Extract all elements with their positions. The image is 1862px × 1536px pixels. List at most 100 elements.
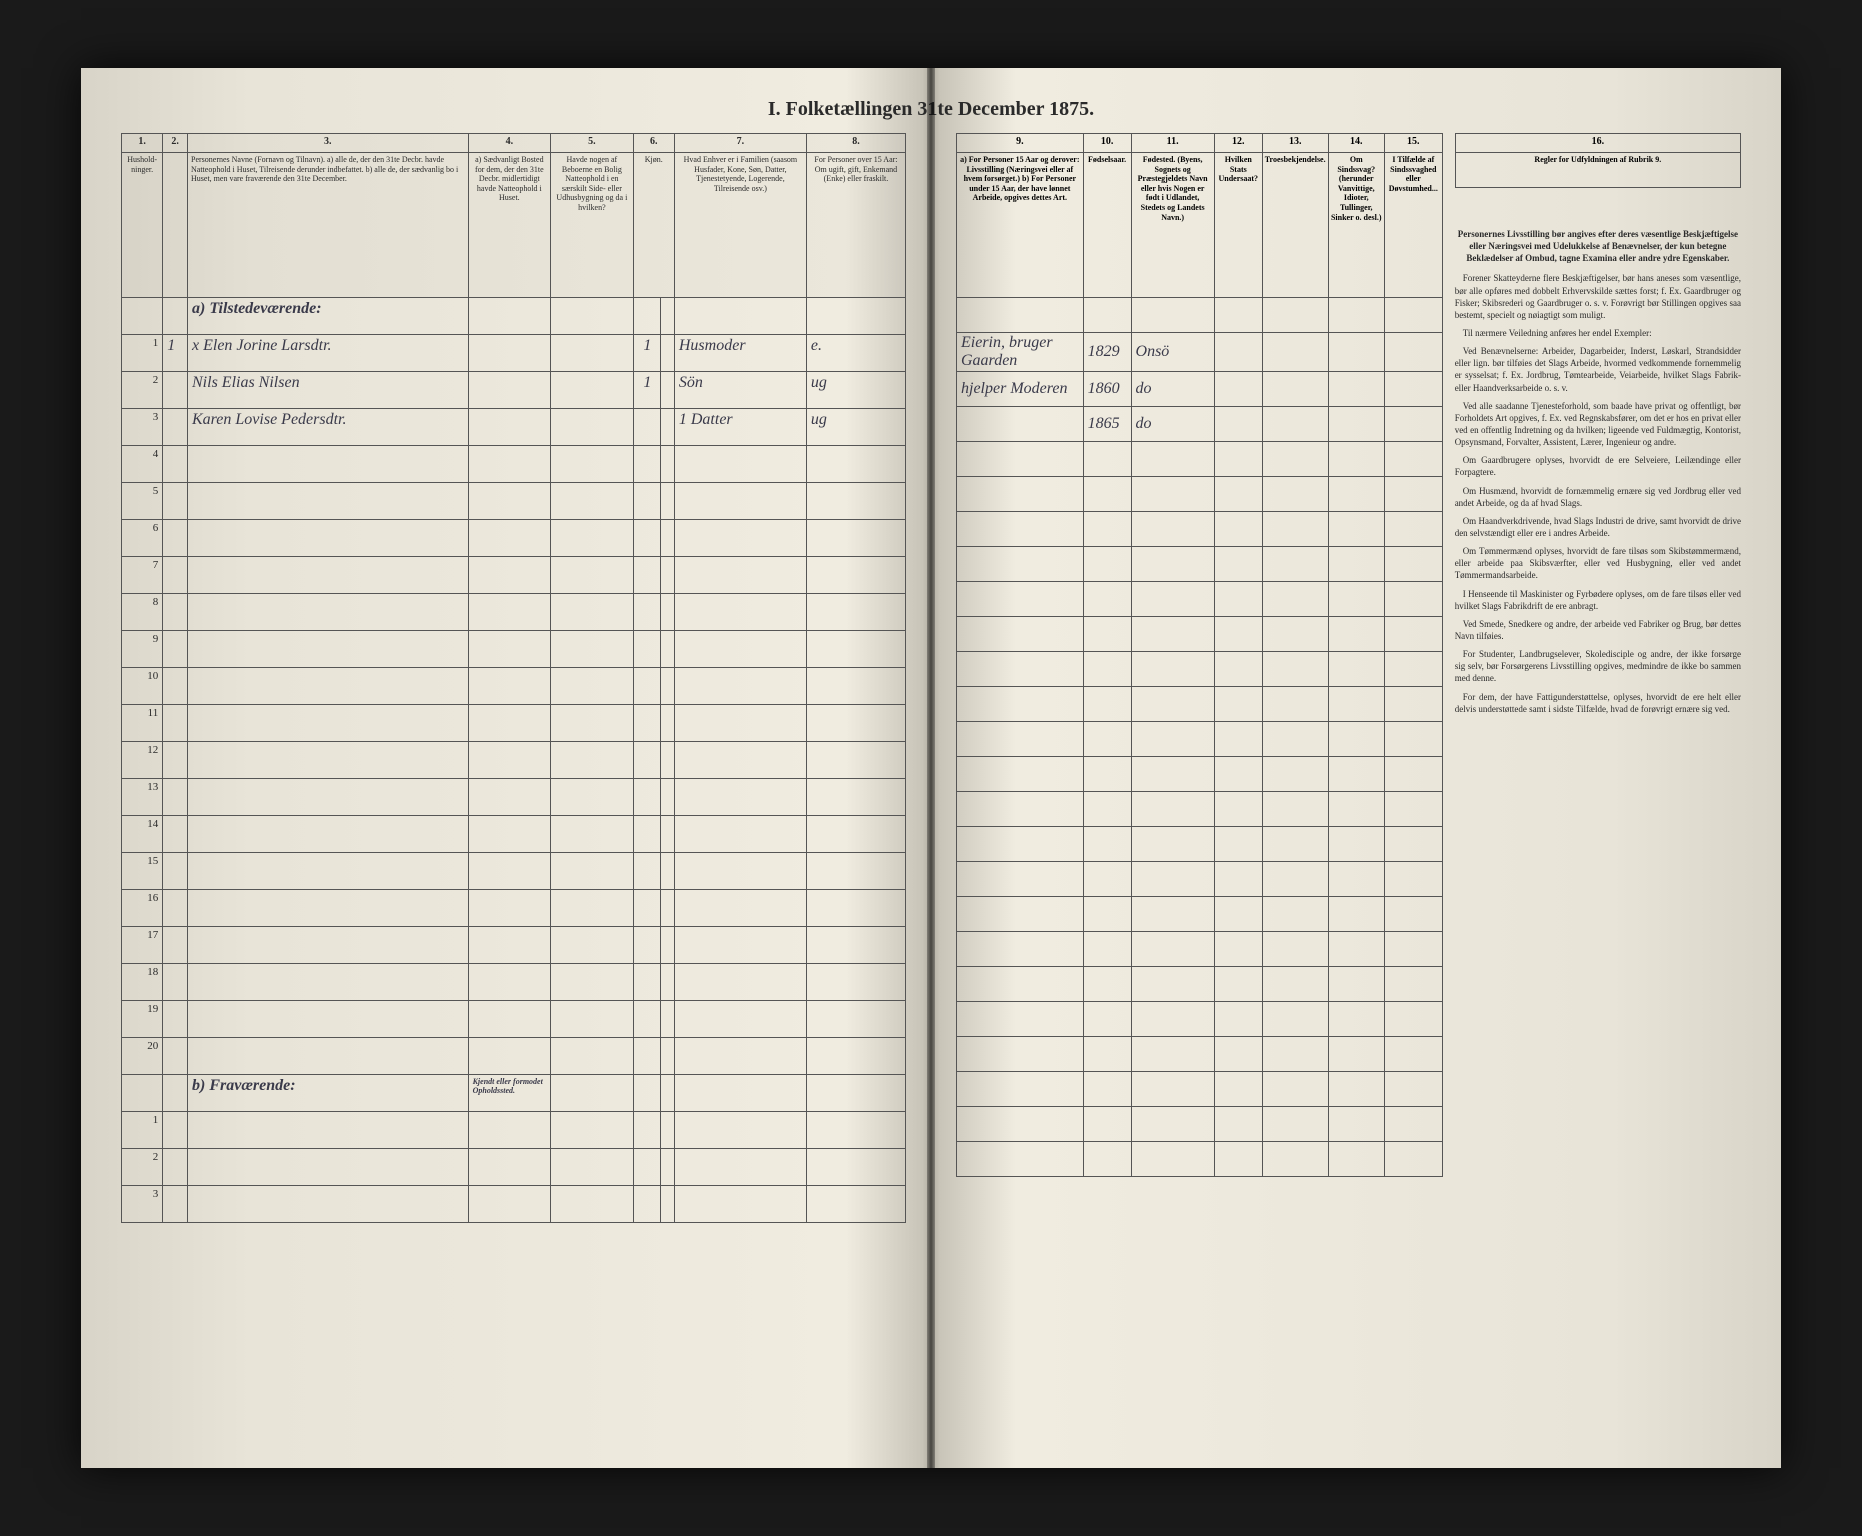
table-row	[957, 757, 1443, 792]
col-header: Fødested. (Byens, Sognets og Præstegjeld…	[1131, 153, 1214, 298]
col-header: Regler for Udfyldningen af Rubrik 9.	[1455, 153, 1740, 188]
table-row	[957, 582, 1443, 617]
header-row: Hushold-ninger. Personernes Navne (Forna…	[122, 153, 906, 298]
col-header	[163, 153, 188, 298]
table-row: 9	[122, 631, 906, 668]
instruction-paragraph: Om Tømmermænd oplyses, hvorvidt de fare …	[1455, 545, 1741, 581]
instruction-paragraph: Forener Skatteyderne flere Beskjæftigels…	[1455, 272, 1741, 321]
col-num: 5.	[551, 134, 634, 153]
col-header: Hvilken Stats Undersaat?	[1214, 153, 1262, 298]
table-row: 4	[122, 446, 906, 483]
col-header: Hushold-ninger.	[122, 153, 163, 298]
table-row	[957, 862, 1443, 897]
table-row	[957, 512, 1443, 547]
instructions-heading: Personernes Livsstilling bør angives eft…	[1455, 228, 1741, 264]
book-spine	[927, 68, 935, 1468]
table-row: 16	[122, 890, 906, 927]
rubric-16-header: 16. Regler for Udfyldningen af Rubrik 9.	[1455, 133, 1741, 188]
col-num: 7.	[674, 134, 806, 153]
header-row: a) For Personer 15 Aar og derover: Livss…	[957, 153, 1443, 298]
col-num: 12.	[1214, 134, 1262, 153]
table-row: 19	[122, 1001, 906, 1038]
col-num: 15.	[1384, 134, 1442, 153]
table-row	[957, 932, 1443, 967]
table-row: 11x Elen Jorine Larsdtr.1Husmodere.	[122, 335, 906, 372]
table-row: 8	[122, 594, 906, 631]
col-num: 16.	[1455, 134, 1740, 153]
table-row	[957, 547, 1443, 582]
col-num: 3.	[188, 134, 469, 153]
left-census-table: 1. 2. 3. 4. 5. 6. 7. 8. Hushold-ninger. …	[121, 133, 906, 1223]
column-number-row: 1. 2. 3. 4. 5. 6. 7. 8.	[122, 134, 906, 153]
table-row	[957, 792, 1443, 827]
section-a-label: a) Tilstedeværende:	[188, 298, 469, 335]
table-row: 15	[122, 853, 906, 890]
col-num: 4.	[468, 134, 551, 153]
table-row	[957, 1002, 1443, 1037]
instruction-paragraph: Om Husmænd, hvorvidt de fornæmmelig ernæ…	[1455, 485, 1741, 509]
instruction-paragraph: Ved Smede, Snedkere og andre, der arbeid…	[1455, 618, 1741, 642]
col-header: I Tilfælde af Sindssvaghed eller Døvstum…	[1384, 153, 1442, 298]
table-row: 1	[122, 1112, 906, 1149]
table-row: 7	[122, 557, 906, 594]
table-row: 10	[122, 668, 906, 705]
instruction-paragraph: Til nærmere Veiledning anføres her endel…	[1455, 327, 1741, 339]
table-row: 1865do	[957, 407, 1443, 442]
col-num: 8.	[806, 134, 905, 153]
table-row: 11	[122, 705, 906, 742]
table-row	[957, 827, 1443, 862]
instructions-text: Personernes Livsstilling bør angives eft…	[1455, 228, 1741, 715]
instruction-paragraph: Om Gaardbrugere oplyses, hvorvidt de ere…	[1455, 454, 1741, 478]
col-header: Havde nogen af Beboerne en Bolig Natteop…	[551, 153, 634, 298]
col-num: 1.	[122, 134, 163, 153]
right-census-table: 9. 10. 11. 12. 13. 14. 15. a) For Person…	[956, 133, 1443, 1177]
col-header: Kjøn.	[633, 153, 674, 298]
table-row: 20	[122, 1038, 906, 1075]
instruction-paragraph: For dem, der have Fattigunderstøttelse, …	[1455, 691, 1741, 715]
table-row: 6	[122, 520, 906, 557]
col-header: Fødselsaar.	[1083, 153, 1131, 298]
table-row	[957, 652, 1443, 687]
section-row	[957, 1037, 1443, 1072]
section-row: a) Tilstedeværende:	[122, 298, 906, 335]
table-row	[957, 1072, 1443, 1107]
book-spread: I. Folketællingen 31te December 1875. 1.…	[81, 68, 1781, 1468]
table-row: 13	[122, 779, 906, 816]
table-row	[957, 897, 1443, 932]
col-header: a) For Personer 15 Aar og derover: Livss…	[957, 153, 1084, 298]
table-row	[957, 967, 1443, 1002]
table-row: 12	[122, 742, 906, 779]
instruction-paragraph: Ved Benævnelserne: Arbeider, Dagarbeider…	[1455, 345, 1741, 394]
table-row: hjelper Moderen1860do	[957, 372, 1443, 407]
table-row	[957, 1107, 1443, 1142]
table-row: 14	[122, 816, 906, 853]
section-b-label: b) Fraværende:	[188, 1075, 469, 1112]
left-page: 1. 2. 3. 4. 5. 6. 7. 8. Hushold-ninger. …	[81, 68, 931, 1468]
col-num: 6.	[633, 134, 674, 153]
table-row: 5	[122, 483, 906, 520]
col-header: Hvad Enhver er i Familien (saasom Husfad…	[674, 153, 806, 298]
section-row	[957, 298, 1443, 333]
table-row: 17	[122, 927, 906, 964]
col-num: 14.	[1328, 134, 1384, 153]
table-row: 3	[122, 1186, 906, 1223]
col-num: 9.	[957, 134, 1084, 153]
table-row	[957, 687, 1443, 722]
col-header: Personernes Navne (Fornavn og Tilnavn). …	[188, 153, 469, 298]
table-row: 18	[122, 964, 906, 1001]
section-row: b) Fraværende: Kjendt eller formodet Oph…	[122, 1075, 906, 1112]
table-row: Eierin, bruger Gaarden1829Onsö	[957, 333, 1443, 372]
instruction-paragraph: I Henseende til Maskinister og Fyrbødere…	[1455, 588, 1741, 612]
table-row	[957, 477, 1443, 512]
col-header: a) Sædvanligt Bosted for dem, der den 31…	[468, 153, 551, 298]
table-row	[957, 442, 1443, 477]
instruction-paragraph: Ved alle saadanne Tjenesteforhold, som b…	[1455, 400, 1741, 449]
table-row: 2	[122, 1149, 906, 1186]
col-num: 13.	[1262, 134, 1328, 153]
table-row	[957, 1142, 1443, 1177]
table-row: 3 Karen Lovise Pedersdtr.1 Datterug	[122, 409, 906, 446]
col-num: 10.	[1083, 134, 1131, 153]
table-row	[957, 722, 1443, 757]
table-row: 2 Nils Elias Nilsen1Sönug	[122, 372, 906, 409]
col-num: 11.	[1131, 134, 1214, 153]
